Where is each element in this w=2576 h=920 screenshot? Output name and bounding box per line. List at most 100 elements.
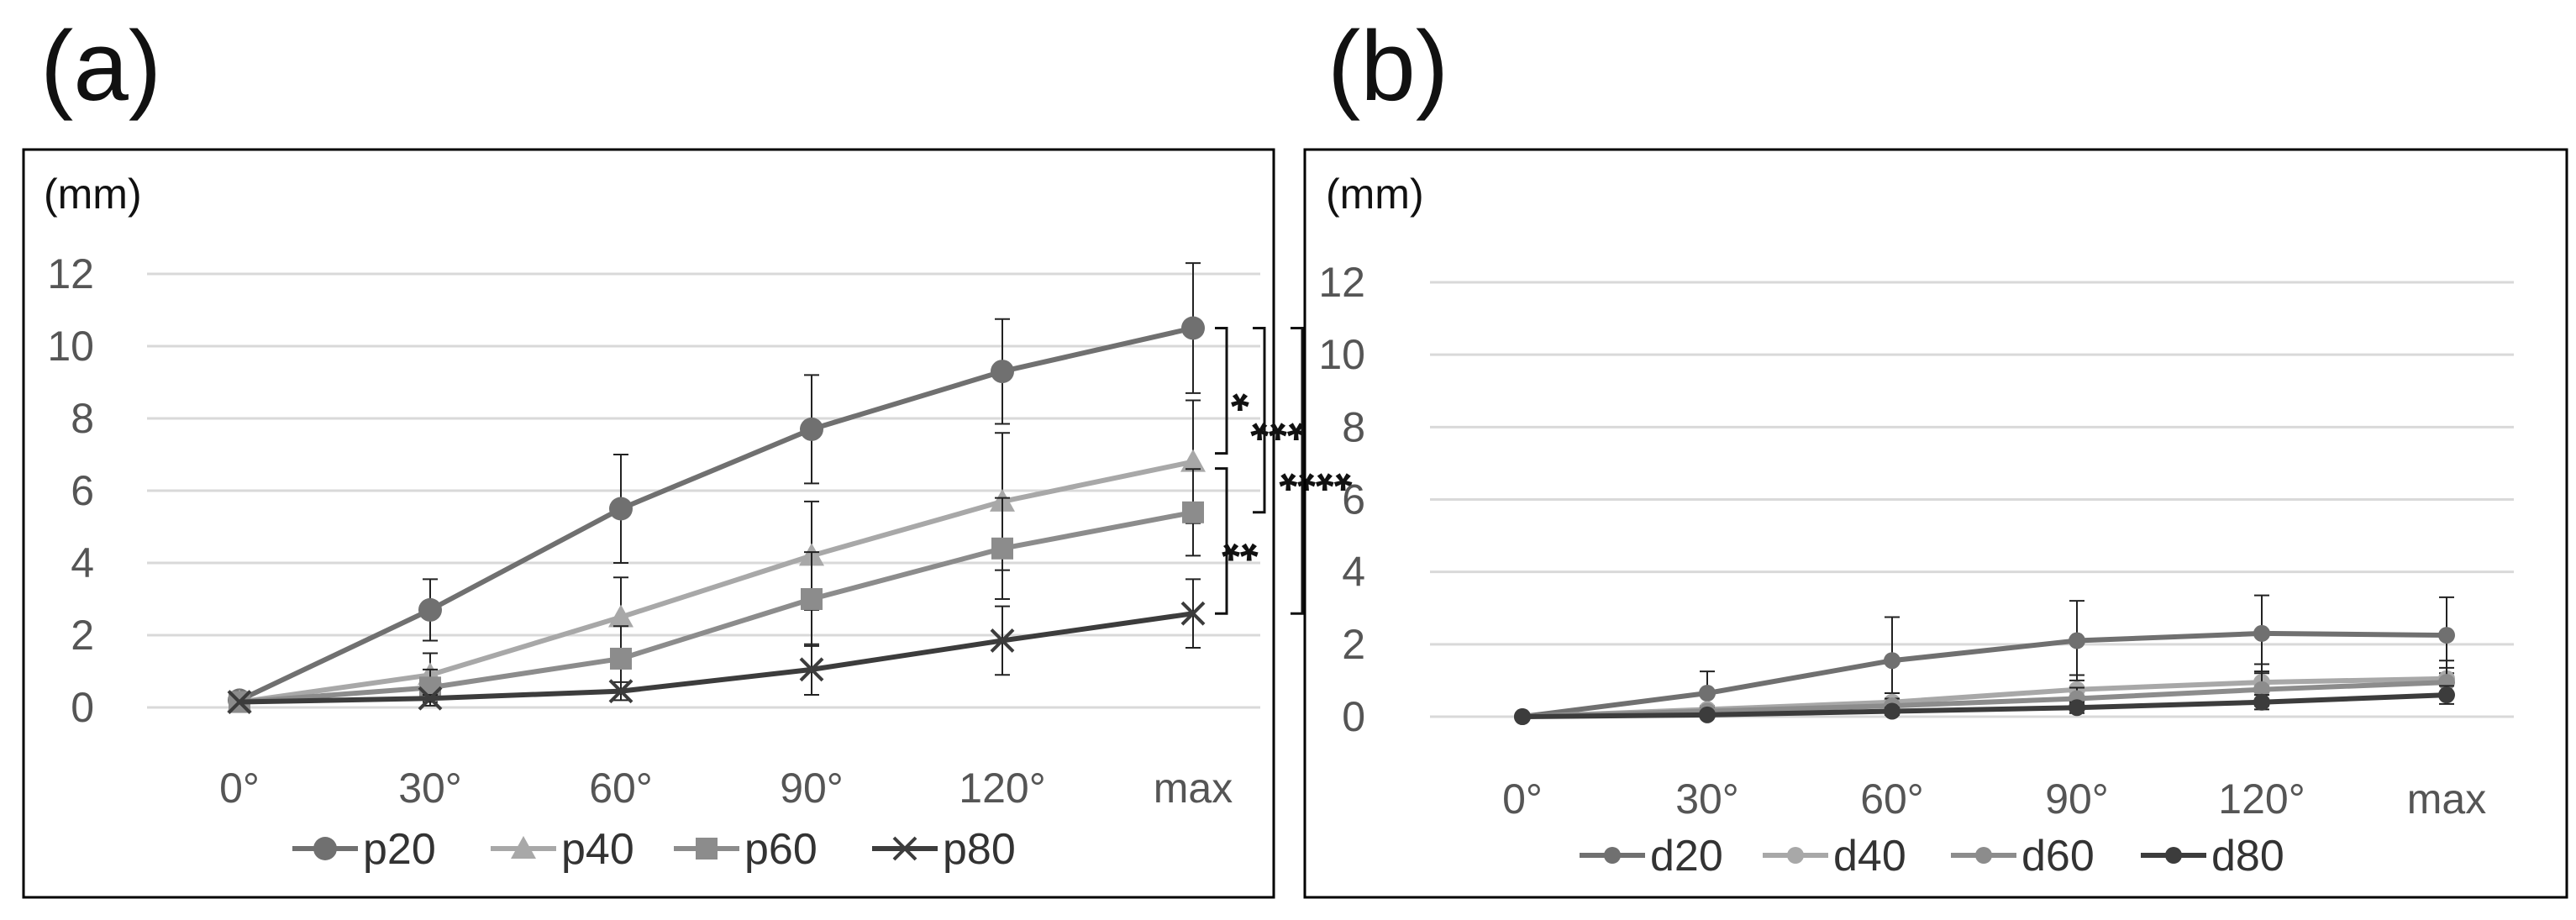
legend-label: d20 [1650, 832, 1723, 881]
marker-stroke [990, 628, 1015, 653]
legend-item-p80: p80 [872, 825, 1016, 874]
data-point-d20 [1884, 652, 1900, 670]
data-point-p40 [1180, 449, 1206, 472]
significance-annotation: *** [1250, 327, 1306, 514]
chart-frame [22, 148, 1275, 899]
data-point-p80 [227, 690, 252, 714]
series-line-p40 [239, 459, 1194, 705]
data-point-d20 [2069, 632, 2085, 649]
marker-stroke [1180, 601, 1206, 626]
legend-label: d80 [2211, 832, 2284, 881]
legend-marker [1604, 847, 1621, 864]
data-point-d80 [1699, 706, 1716, 723]
legend-item-d80: d80 [2141, 832, 2284, 881]
data-point-d80 [1514, 708, 1531, 725]
legend-marker [1975, 847, 1992, 864]
x-tick-label: 90° [2045, 775, 2109, 823]
data-point-p60 [991, 537, 1013, 560]
y-tick-label: 0 [71, 684, 94, 731]
significance-bracket [1291, 327, 1304, 615]
significance-bracket [1253, 327, 1266, 514]
y-tick-label: 4 [71, 539, 94, 586]
series-p40 [227, 399, 1206, 712]
data-point-d80 [1884, 702, 1900, 720]
y-tick-label: 2 [1342, 621, 1365, 668]
series-p80 [227, 578, 1206, 714]
data-point-d20 [1699, 684, 1716, 702]
legend-item-p20: p20 [292, 825, 436, 874]
y-tick-label: 10 [47, 323, 94, 370]
significance-bracket [1215, 467, 1228, 615]
legend-marker [892, 836, 917, 861]
legend-marker [2165, 847, 2182, 864]
y-axis-unit: (mm) [44, 171, 142, 218]
data-point-d20 [2438, 627, 2455, 644]
series-p60 [229, 468, 1204, 713]
legend-marker [313, 837, 337, 860]
legend-marker [511, 836, 536, 859]
y-axis-unit: (mm) [1326, 171, 1424, 218]
data-point-d80 [2069, 699, 2085, 717]
chart-frame [1303, 148, 2568, 899]
x-tick-label: 30° [1675, 775, 1739, 823]
marker-stroke [892, 836, 917, 861]
legend-marker [1787, 847, 1804, 864]
x-tick-label: 30° [398, 765, 462, 812]
y-tick-label: 0 [1342, 693, 1365, 740]
data-point-p20 [991, 360, 1014, 384]
panel-label-a: (a) [40, 11, 162, 122]
significance-stars: ** [1222, 518, 1259, 571]
significance-stars: *** [1250, 397, 1306, 450]
significance-annotation: * [1215, 327, 1249, 455]
significance-stars: * [1231, 368, 1249, 421]
y-tick-label: 4 [1342, 549, 1365, 596]
series-d80 [1514, 685, 2455, 725]
marker-stroke [799, 657, 824, 682]
data-point-p80 [418, 686, 443, 711]
marker-stroke [608, 679, 633, 704]
legend-label: p60 [744, 825, 817, 874]
data-point-p20 [1181, 316, 1205, 340]
data-point-d80 [2253, 693, 2270, 711]
data-point-p60 [801, 588, 823, 610]
series-line-p60 [239, 509, 1194, 705]
marker-stroke [418, 686, 443, 711]
data-point-p20 [609, 497, 633, 521]
x-tick-label: 120° [2218, 775, 2305, 823]
data-point-d80 [2438, 686, 2455, 704]
y-tick-label: 8 [71, 395, 94, 442]
legend-item-d20: d20 [1580, 832, 1723, 881]
data-point-p40 [608, 604, 633, 628]
y-tick-label: 12 [1318, 259, 1365, 306]
legend-item-d40: d40 [1763, 832, 1906, 881]
data-point-d60 [2253, 681, 2270, 698]
data-point-p80 [1180, 601, 1206, 626]
series-line-p20 [238, 325, 1194, 703]
significance-annotation: **** [1279, 327, 1353, 615]
legend-label: p20 [363, 825, 436, 874]
data-point-p80 [799, 657, 824, 682]
data-point-p20 [418, 597, 442, 622]
series-line-d20 [1522, 630, 2447, 719]
panel-label-b: (b) [1327, 11, 1449, 122]
legend-item-d60: d60 [1951, 832, 2095, 881]
x-tick-label: 0° [1502, 775, 1543, 823]
series-line-p80 [239, 611, 1194, 705]
legend-marker [696, 838, 718, 860]
data-point-p80 [608, 679, 633, 704]
y-tick-label: 10 [1318, 331, 1365, 378]
significance-bracket [1215, 327, 1228, 455]
x-tick-label: 120° [959, 765, 1045, 812]
x-tick-label: 0° [219, 765, 260, 812]
y-tick-label: 6 [1342, 476, 1365, 523]
legend-item-p40: p40 [491, 825, 634, 874]
marker-stroke [227, 690, 252, 714]
x-tick-label: 90° [780, 765, 844, 812]
x-tick-label: max [2407, 775, 2486, 823]
y-tick-label: 12 [47, 250, 94, 297]
y-tick-label: 2 [71, 612, 94, 659]
data-point-p60 [1182, 501, 1204, 523]
chart-a: 0 2 4 6 8 10 12 (mm) 0° 30° 60° 90° 120° max p20 p40 p60… [22, 148, 1353, 899]
data-point-d20 [2253, 624, 2270, 642]
